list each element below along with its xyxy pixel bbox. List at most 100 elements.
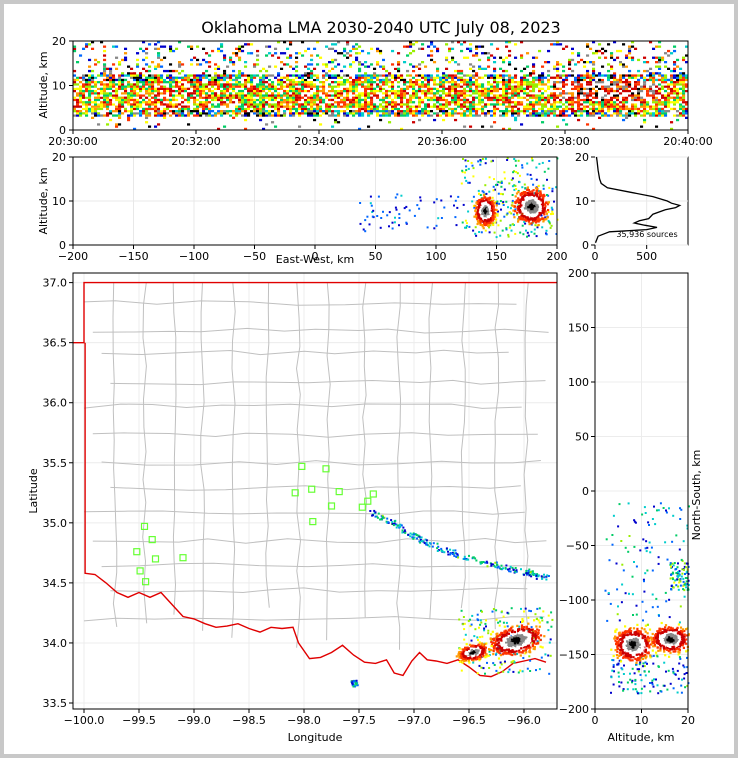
source-cell [385, 58, 389, 62]
source-cell [619, 105, 623, 108]
source-cell [502, 76, 506, 79]
source-cell [481, 101, 485, 104]
source-cell [145, 103, 149, 106]
source-cell [298, 96, 302, 99]
source-cell [481, 107, 485, 111]
source-cell [160, 81, 164, 84]
source-cell [583, 74, 587, 77]
source-cell [418, 112, 422, 115]
source-cell [136, 98, 140, 102]
source-cell [133, 105, 137, 108]
source-cell [400, 78, 404, 82]
source-cell [112, 78, 116, 82]
source-cell [349, 110, 353, 113]
source-cell [532, 199, 535, 202]
source-cell [169, 76, 173, 79]
source-cell [616, 112, 620, 115]
source-cell [604, 103, 608, 106]
source-cell [103, 105, 107, 108]
source-cell [604, 56, 608, 59]
source-cell [217, 107, 221, 111]
source-cell [193, 56, 197, 59]
source-cell [461, 169, 464, 172]
source-cell [556, 89, 560, 93]
source-cell [475, 110, 479, 113]
source-cell [406, 87, 410, 90]
source-cell [673, 83, 677, 86]
source-cell [610, 103, 614, 106]
source-cell [673, 89, 677, 93]
source-cell [85, 83, 89, 86]
source-cell [568, 83, 572, 86]
source-cell [196, 76, 200, 79]
time-altitude-sources [73, 41, 689, 131]
source-cell [358, 112, 362, 115]
source-cell [229, 76, 233, 79]
source-cell [187, 81, 191, 84]
source-cell [79, 114, 83, 117]
source-cell [355, 58, 359, 62]
source-cell [256, 87, 260, 90]
source-cell [292, 107, 296, 111]
source-cell [433, 74, 437, 77]
source-cell [343, 81, 347, 84]
source-cell [524, 217, 527, 220]
source-cell [469, 67, 473, 70]
source-cell [537, 184, 540, 187]
source-cell [193, 107, 197, 111]
source-cell [229, 83, 233, 86]
source-cell [115, 114, 119, 117]
source-cell [520, 56, 524, 59]
source-cell [397, 83, 401, 86]
source-cell [370, 47, 374, 50]
source-cell [73, 96, 77, 99]
source-cell [547, 81, 551, 84]
source-cell [79, 98, 83, 102]
source-cell [508, 41, 512, 44]
source-cell [658, 67, 662, 70]
source-cell [460, 107, 464, 111]
source-cell [241, 107, 245, 111]
source-cell [595, 112, 599, 115]
source-cell [268, 96, 272, 99]
source-cell [619, 110, 623, 113]
source-cell [220, 101, 224, 104]
source-cell [535, 96, 539, 99]
source-cell [199, 87, 203, 90]
source-cell [292, 85, 296, 88]
source-cell [73, 114, 77, 117]
source-cell [487, 76, 491, 79]
source-cell [544, 216, 547, 219]
source-cell [331, 47, 335, 50]
source-cell [148, 103, 152, 106]
source-cell [469, 114, 473, 117]
source-cell [448, 47, 452, 50]
source-cell [541, 72, 545, 75]
source-cell [634, 87, 638, 90]
source-cell [556, 69, 560, 73]
source-cell [274, 52, 278, 55]
source-cell [190, 112, 194, 115]
source-cell [283, 110, 287, 113]
source-cell [340, 69, 344, 73]
source-cell [217, 127, 221, 131]
source-cell [199, 63, 203, 66]
source-cell [546, 203, 549, 206]
source-cell [607, 114, 611, 117]
source-cell [244, 83, 248, 86]
source-cell [283, 112, 287, 115]
source-cell [223, 85, 227, 88]
source-cell [544, 61, 548, 64]
source-cell [676, 81, 680, 84]
source-cell [211, 76, 215, 79]
source-cell [475, 81, 479, 84]
source-cell [595, 74, 599, 77]
source-cell [661, 94, 665, 97]
source-cell [193, 114, 197, 117]
source-cell [268, 114, 272, 117]
source-cell [478, 103, 482, 106]
source-cell [595, 89, 599, 93]
source-cell [502, 110, 506, 113]
source-cell [190, 85, 194, 88]
source-cell [643, 110, 647, 113]
